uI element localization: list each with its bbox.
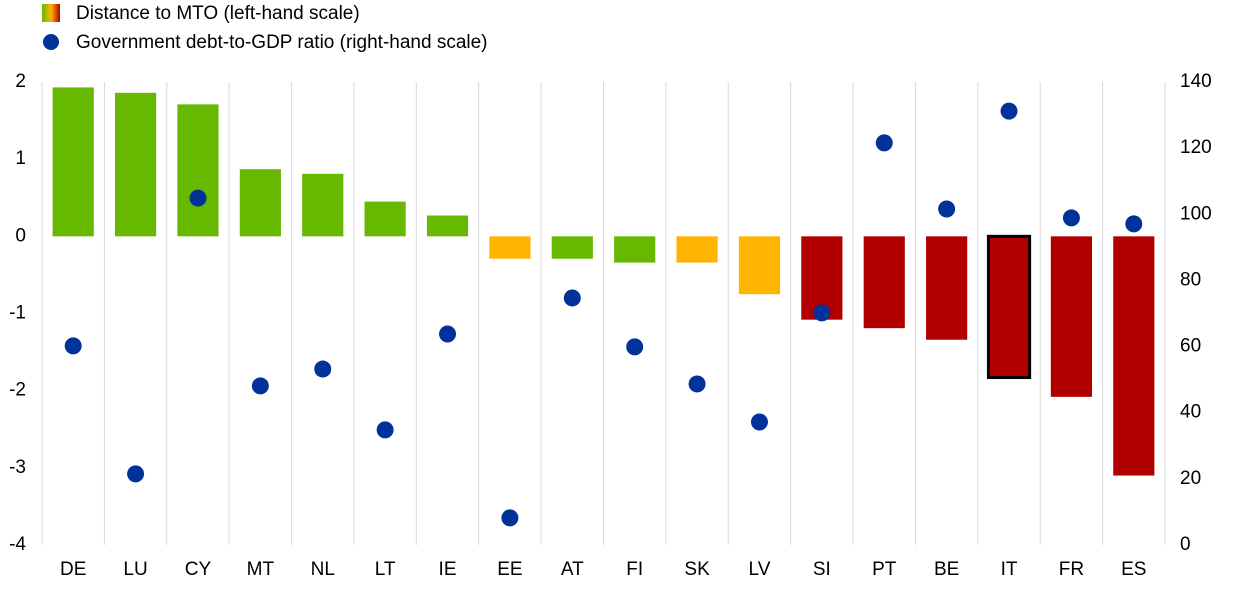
y2-tick-label: 0	[1180, 534, 1191, 555]
dot	[813, 304, 831, 322]
legend-label: Government debt-to-GDP ratio (right-hand…	[76, 32, 488, 53]
bar	[986, 234, 1032, 380]
x-tick-label: FI	[626, 559, 643, 580]
x-tick-label: AT	[561, 559, 584, 580]
dot	[938, 200, 956, 218]
dot	[439, 325, 457, 343]
dot	[127, 465, 145, 483]
dot	[376, 421, 394, 439]
dot	[314, 360, 332, 378]
dot	[750, 413, 768, 431]
y-tick-label: -4	[9, 534, 26, 555]
legend-swatch	[43, 34, 59, 50]
x-tick-label: SI	[813, 559, 831, 580]
y-tick-label: -1	[9, 303, 26, 324]
bar	[863, 236, 905, 329]
bar	[489, 236, 531, 259]
bar	[426, 215, 469, 237]
y-tick-label: -2	[9, 380, 26, 401]
x-tick-label: IE	[439, 559, 457, 580]
x-tick-label: IT	[1001, 559, 1018, 580]
bar	[302, 173, 344, 237]
legend-swatch	[42, 4, 60, 22]
bar	[114, 92, 157, 237]
y2-tick-label: 60	[1180, 336, 1201, 357]
x-tick-label: ES	[1121, 559, 1146, 580]
x-tick-label: EE	[497, 559, 522, 580]
bar	[551, 236, 593, 259]
x-tick-label: NL	[311, 559, 335, 580]
x-tick-label: PT	[872, 559, 897, 580]
legend-label: Distance to MTO (left-hand scale)	[76, 3, 360, 24]
bar	[1113, 236, 1155, 476]
bar	[926, 236, 968, 340]
x-tick-label: CY	[185, 559, 212, 580]
dot	[626, 338, 644, 356]
x-tick-label: LU	[123, 559, 147, 580]
dot	[1000, 102, 1018, 120]
x-tick-label: SK	[684, 559, 710, 580]
dot	[501, 509, 519, 527]
y-tick-label: 0	[15, 225, 26, 246]
y2-tick-label: 100	[1180, 203, 1212, 224]
dot	[251, 377, 269, 395]
bar	[364, 201, 406, 237]
dot	[1125, 215, 1143, 233]
bar	[614, 236, 656, 263]
x-tick-label: FR	[1059, 559, 1084, 580]
x-tick-label: LV	[749, 559, 771, 580]
dot	[563, 289, 581, 307]
y2-tick-label: 80	[1180, 269, 1201, 290]
y2-tick-label: 120	[1180, 137, 1212, 158]
bar	[239, 169, 281, 237]
y-tick-label: 2	[15, 71, 26, 92]
y2-tick-label: 20	[1180, 468, 1201, 489]
x-tick-label: LT	[375, 559, 396, 580]
y-tick-label: 1	[15, 148, 26, 169]
dot	[189, 189, 207, 207]
dot	[875, 134, 893, 152]
x-tick-label: MT	[247, 559, 275, 580]
y2-tick-label: 40	[1180, 402, 1201, 423]
bar	[52, 87, 94, 237]
x-tick-label: BE	[934, 559, 959, 580]
bar	[738, 236, 781, 295]
dot	[688, 375, 706, 393]
x-tick-label: DE	[60, 559, 86, 580]
dot	[1062, 209, 1080, 227]
dot	[64, 337, 82, 355]
y2-tick-label: 140	[1180, 71, 1212, 92]
y-tick-label: -3	[9, 457, 26, 478]
bar	[676, 236, 718, 263]
bar	[177, 104, 219, 237]
bar	[1050, 236, 1093, 397]
